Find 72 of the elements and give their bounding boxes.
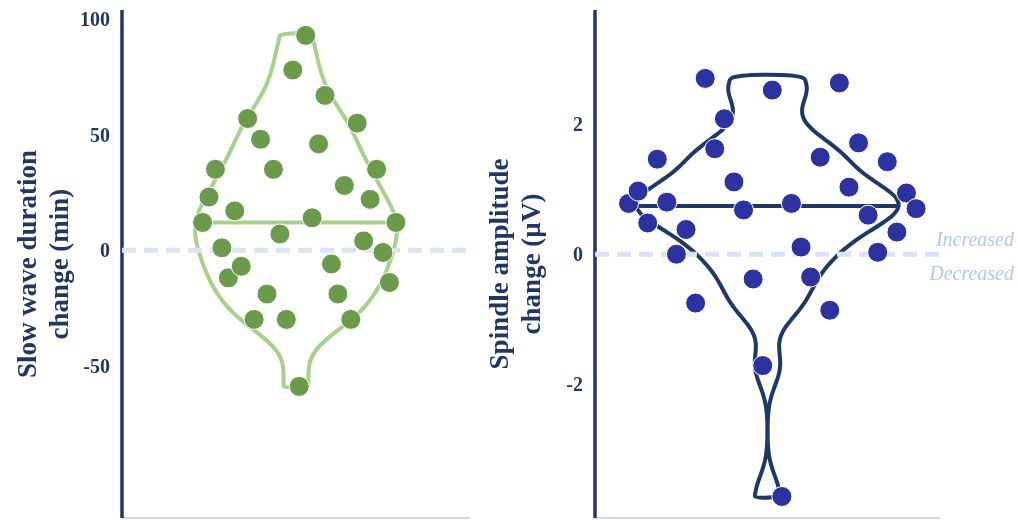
point: [819, 299, 841, 321]
point: [275, 308, 297, 330]
y-tick-label: 0: [100, 239, 110, 262]
point: [761, 79, 783, 101]
y-tick-label: 50: [90, 123, 110, 146]
point: [828, 72, 850, 94]
y-tick-label: 2: [573, 112, 583, 135]
point: [198, 186, 220, 208]
point: [230, 255, 252, 277]
point: [733, 199, 755, 221]
point: [867, 241, 889, 263]
point: [905, 198, 927, 220]
y-axis-title: Slow wave duration change (min): [12, 149, 74, 379]
point: [262, 158, 284, 180]
y-tick-label: 100: [80, 8, 110, 31]
point: [646, 148, 668, 170]
point: [752, 355, 774, 377]
point: [359, 188, 381, 210]
point: [790, 236, 812, 258]
point: [665, 243, 687, 265]
point: [217, 267, 239, 289]
annotation: Increased: [934, 228, 1015, 251]
point: [886, 221, 908, 243]
point: [742, 268, 764, 290]
y-tick-label: -2: [566, 373, 583, 396]
point: [256, 283, 278, 305]
y-tick-label: 0: [573, 243, 583, 266]
point: [780, 192, 802, 214]
point: [250, 128, 272, 150]
point: [723, 171, 745, 193]
point: [333, 174, 355, 196]
point: [320, 253, 342, 275]
point: [204, 158, 226, 180]
point: [295, 24, 317, 46]
y-tick-label: -50: [83, 354, 110, 377]
point: [327, 283, 349, 305]
point: [366, 158, 388, 180]
point: [713, 108, 735, 130]
point: [800, 266, 822, 288]
point: [771, 486, 793, 508]
point: [237, 108, 259, 130]
point: [876, 151, 898, 173]
point: [675, 218, 697, 240]
point: [385, 211, 407, 233]
point: [269, 223, 291, 245]
point: [192, 211, 214, 233]
point: [694, 67, 716, 89]
point: [211, 237, 233, 259]
point: [224, 200, 246, 222]
point: [308, 133, 330, 155]
point: [288, 375, 310, 397]
point: [378, 271, 400, 293]
point: [353, 230, 375, 252]
point: [243, 308, 265, 330]
point: [895, 182, 917, 204]
point: [838, 176, 860, 198]
point: [372, 241, 394, 263]
point: [704, 138, 726, 160]
point: [809, 146, 831, 168]
point: [314, 84, 336, 106]
point: [848, 132, 870, 154]
point: [301, 207, 323, 229]
point: [685, 292, 707, 314]
y-axis-title: Spindle amplitude change (µV): [484, 158, 546, 370]
point: [282, 59, 304, 81]
point: [627, 180, 649, 202]
point: [656, 191, 678, 213]
annotation: Decreased: [928, 262, 1015, 285]
point: [346, 112, 368, 134]
point: [340, 308, 362, 330]
point: [857, 204, 879, 226]
point: [637, 212, 659, 234]
